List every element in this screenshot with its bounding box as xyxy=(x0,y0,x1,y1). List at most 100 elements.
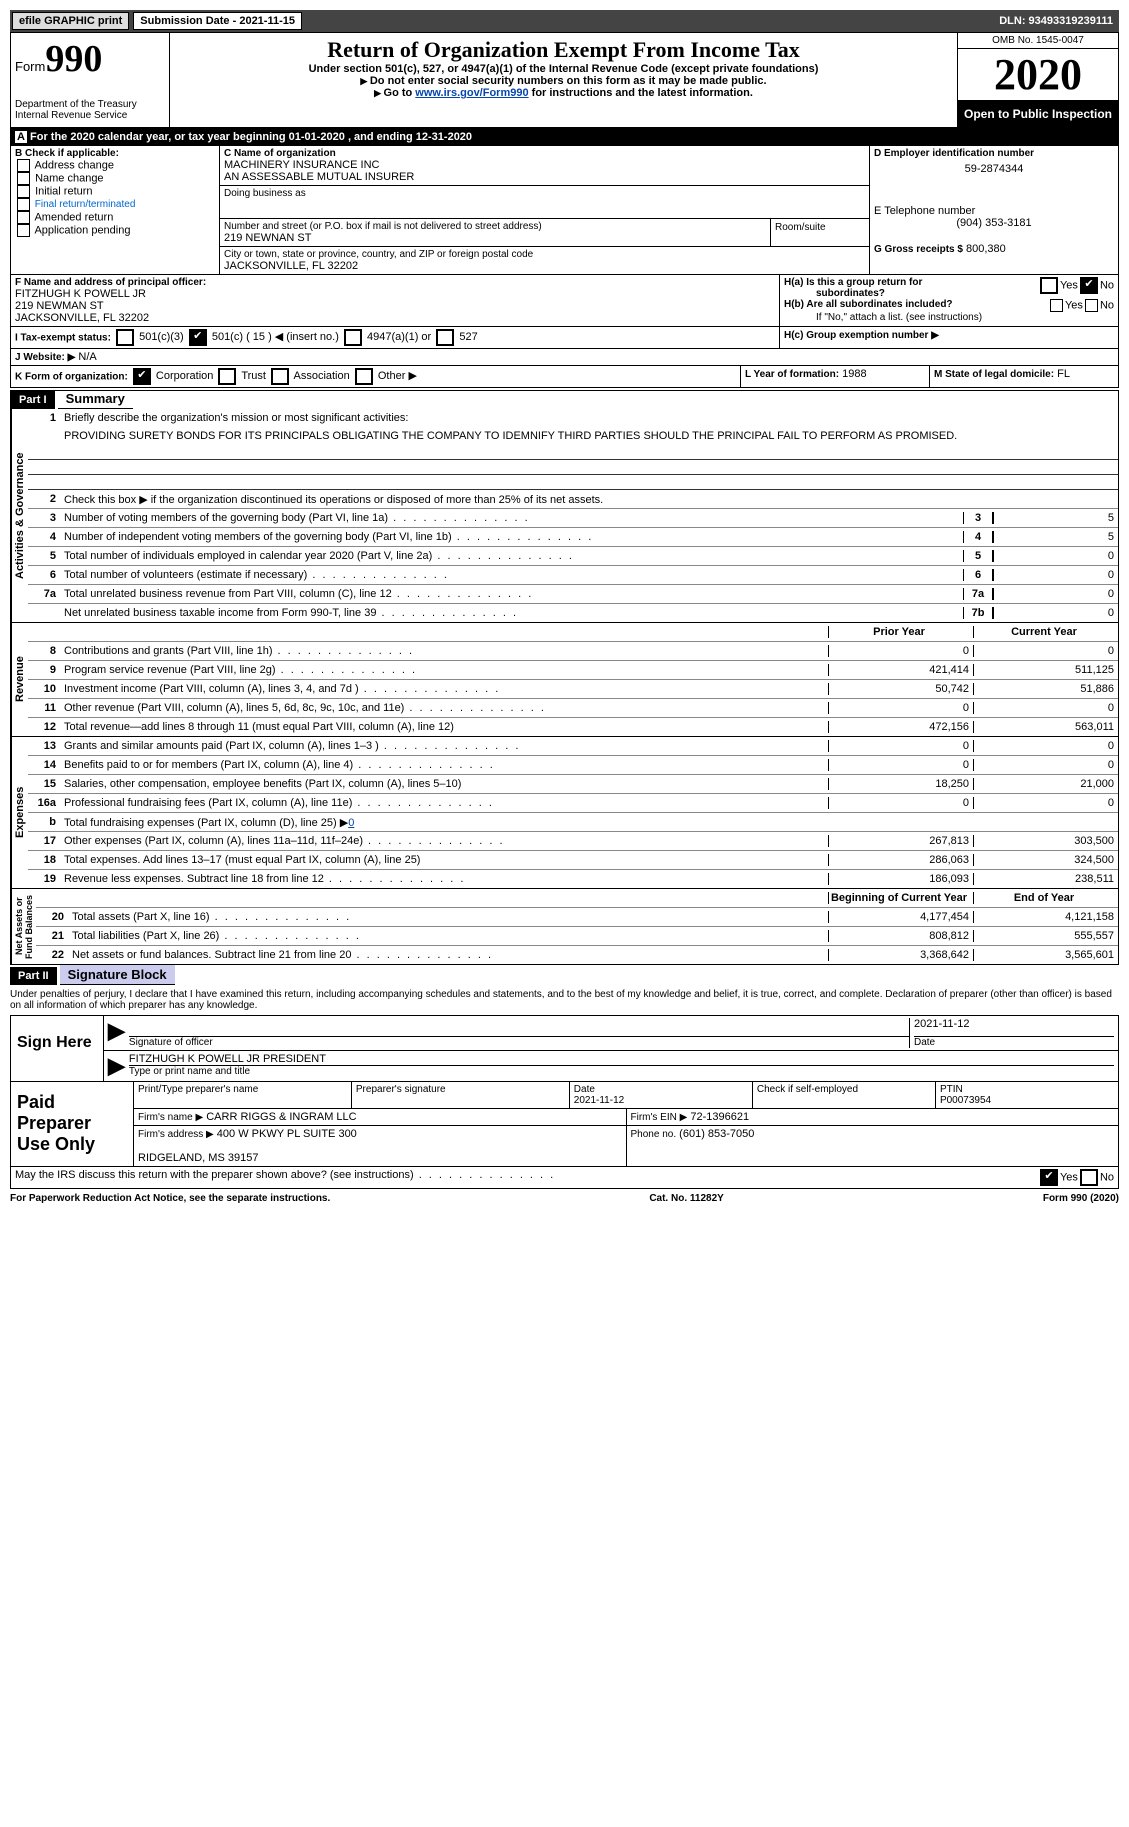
ptin-value: P00073954 xyxy=(940,1095,991,1106)
line11-text: Other revenue (Part VIII, column (A), li… xyxy=(62,701,828,715)
line2: Check this box ▶ if the organization dis… xyxy=(62,492,1118,507)
chk-501c3[interactable]: 501(c)(3) xyxy=(114,331,184,343)
line22-cur: 3,565,601 xyxy=(973,949,1118,961)
discuss-row: May the IRS discuss this return with the… xyxy=(10,1167,1119,1189)
hb-note: If "No," attach a list. (see instruction… xyxy=(784,312,1114,323)
subtitle-3: Go to www.irs.gov/Form990 for instructio… xyxy=(174,87,953,99)
box-j: J Website: ▶ N/A xyxy=(11,349,1118,365)
line10-cur: 51,886 xyxy=(973,683,1118,695)
prep-date: 2021-11-12 xyxy=(574,1095,624,1106)
line10-prior: 50,742 xyxy=(828,683,973,695)
line22-text: Net assets or fund balances. Subtract li… xyxy=(70,948,828,962)
chk-initial-return[interactable]: Initial return xyxy=(15,185,215,198)
part1-header: Part I xyxy=(11,391,55,409)
firm-phone: (601) 853-7050 xyxy=(679,1128,754,1140)
line13-cur: 0 xyxy=(973,740,1118,752)
line19-text: Revenue less expenses. Subtract line 18 … xyxy=(62,872,828,886)
ha-yes[interactable]: Yes xyxy=(1038,277,1078,299)
period-line: A For the 2020 calendar year, or tax yea… xyxy=(10,128,1119,146)
line6-num: 6 xyxy=(963,569,993,581)
efile-print-button[interactable]: efile GRAPHIC print xyxy=(12,12,129,30)
firm-phone-label: Phone no. xyxy=(631,1129,677,1140)
footer: For Paperwork Reduction Act Notice, see … xyxy=(10,1189,1119,1208)
chk-name-change[interactable]: Name change xyxy=(15,172,215,185)
line4-val: 5 xyxy=(993,531,1118,543)
chk-527[interactable]: 527 xyxy=(434,331,477,343)
form-org-label: K Form of organization: xyxy=(15,371,128,382)
line8-prior: 0 xyxy=(828,645,973,657)
chk-application-pending[interactable]: Application pending xyxy=(15,224,215,237)
end-year-hdr: End of Year xyxy=(973,892,1118,904)
line7a-num: 7a xyxy=(963,588,993,600)
chk-trust[interactable]: Trust xyxy=(216,370,266,382)
line20-cur: 4,121,158 xyxy=(973,911,1118,923)
line16a-text: Professional fundraising fees (Part IX, … xyxy=(62,796,828,810)
chk-association[interactable]: Association xyxy=(269,370,350,382)
line7b-num: 7b xyxy=(963,607,993,619)
paid-label: Paid Preparer Use Only xyxy=(11,1082,134,1166)
phone-label: E Telephone number xyxy=(874,205,1114,217)
current-year-hdr: Current Year xyxy=(973,626,1118,638)
department: Department of the Treasury Internal Reve… xyxy=(15,99,165,121)
year-formation: 1988 xyxy=(842,368,866,380)
part2-header: Part II xyxy=(10,967,57,985)
phone-value: (904) 353-3181 xyxy=(874,217,1114,229)
hb-label: H(b) Are all subordinates included? xyxy=(784,299,1048,312)
part-1: Part I Summary Activities & Governance 1… xyxy=(10,390,1119,965)
type-name-label: Type or print name and title xyxy=(129,1066,1114,1077)
ein-label: D Employer identification number xyxy=(874,148,1114,159)
sig-date-label: Date xyxy=(914,1037,1114,1048)
line16b-text: Total fundraising expenses (Part IX, col… xyxy=(62,815,828,830)
room-label: Room/suite xyxy=(775,222,826,233)
line13-prior: 0 xyxy=(828,740,973,752)
ha-label: H(a) Is this a group return for xyxy=(784,277,922,288)
chk-amended-return[interactable]: Amended return xyxy=(15,211,215,224)
chk-other[interactable]: Other ▶ xyxy=(353,370,417,382)
line12-prior: 472,156 xyxy=(828,721,973,733)
self-employed-chk[interactable]: Check if self-employed xyxy=(753,1082,936,1108)
box-b: B Check if applicable: Address change Na… xyxy=(11,146,220,274)
mission-text: PROVIDING SURETY BONDS FOR ITS PRINCIPAL… xyxy=(62,429,1118,443)
line8-cur: 0 xyxy=(973,645,1118,657)
line20-text: Total assets (Part X, line 16) xyxy=(70,910,828,924)
discuss-yes[interactable]: Yes xyxy=(1038,1169,1078,1186)
tax-exempt-label: I Tax-exempt status: xyxy=(15,332,111,343)
line9-cur: 511,125 xyxy=(973,664,1118,676)
gross-receipts: G Gross receipts $ 800,380 xyxy=(874,243,1114,255)
subtitle-2: Do not enter social security numbers on … xyxy=(174,75,953,87)
dba: Doing business as xyxy=(220,186,869,219)
line18-text: Total expenses. Add lines 13–17 (must eq… xyxy=(62,853,828,867)
city-state-zip: JACKSONVILLE, FL 32202 xyxy=(224,260,865,272)
line11-prior: 0 xyxy=(828,702,973,714)
line21-cur: 555,557 xyxy=(973,930,1118,942)
part1-title: Summary xyxy=(58,389,133,409)
form-ref: Form 990 (2020) xyxy=(1043,1193,1119,1204)
line5-num: 5 xyxy=(963,550,993,562)
preparer-sig-label: Preparer's signature xyxy=(352,1082,570,1108)
line14-prior: 0 xyxy=(828,759,973,771)
discuss-no[interactable]: No xyxy=(1078,1169,1114,1186)
chk-501c[interactable]: 501(c) ( 15 ) ◀ (insert no.) xyxy=(187,331,339,343)
line6-val: 0 xyxy=(993,569,1118,581)
chk-final-return[interactable]: Final return/terminated xyxy=(15,198,215,211)
chk-address-change[interactable]: Address change xyxy=(15,159,215,172)
form990-link[interactable]: www.irs.gov/Form990 xyxy=(415,87,528,99)
line17-prior: 267,813 xyxy=(828,835,973,847)
part2-title: Signature Block xyxy=(60,965,175,985)
line18-prior: 286,063 xyxy=(828,854,973,866)
form-header: Form990 Department of the Treasury Inter… xyxy=(10,32,1119,128)
hb-yes[interactable]: Yes xyxy=(1048,299,1083,312)
form-label: Form xyxy=(15,59,45,74)
line4-text: Number of independent voting members of … xyxy=(62,530,963,544)
website-value: N/A xyxy=(78,351,96,363)
ha-no[interactable]: No xyxy=(1078,277,1114,299)
line21-prior: 808,812 xyxy=(828,930,973,942)
officer-address: 219 NEWMAN ST JACKSONVILLE, FL 32202 xyxy=(15,300,775,324)
hb-no[interactable]: No xyxy=(1083,299,1114,312)
prior-year-hdr: Prior Year xyxy=(828,626,973,638)
sig-officer-label: Signature of officer xyxy=(129,1037,909,1048)
tax-year: 2020 xyxy=(958,49,1118,101)
side-revenue: Revenue xyxy=(11,623,28,736)
chk-corporation[interactable]: Corporation xyxy=(131,370,214,382)
chk-4947[interactable]: 4947(a)(1) or xyxy=(342,331,431,343)
